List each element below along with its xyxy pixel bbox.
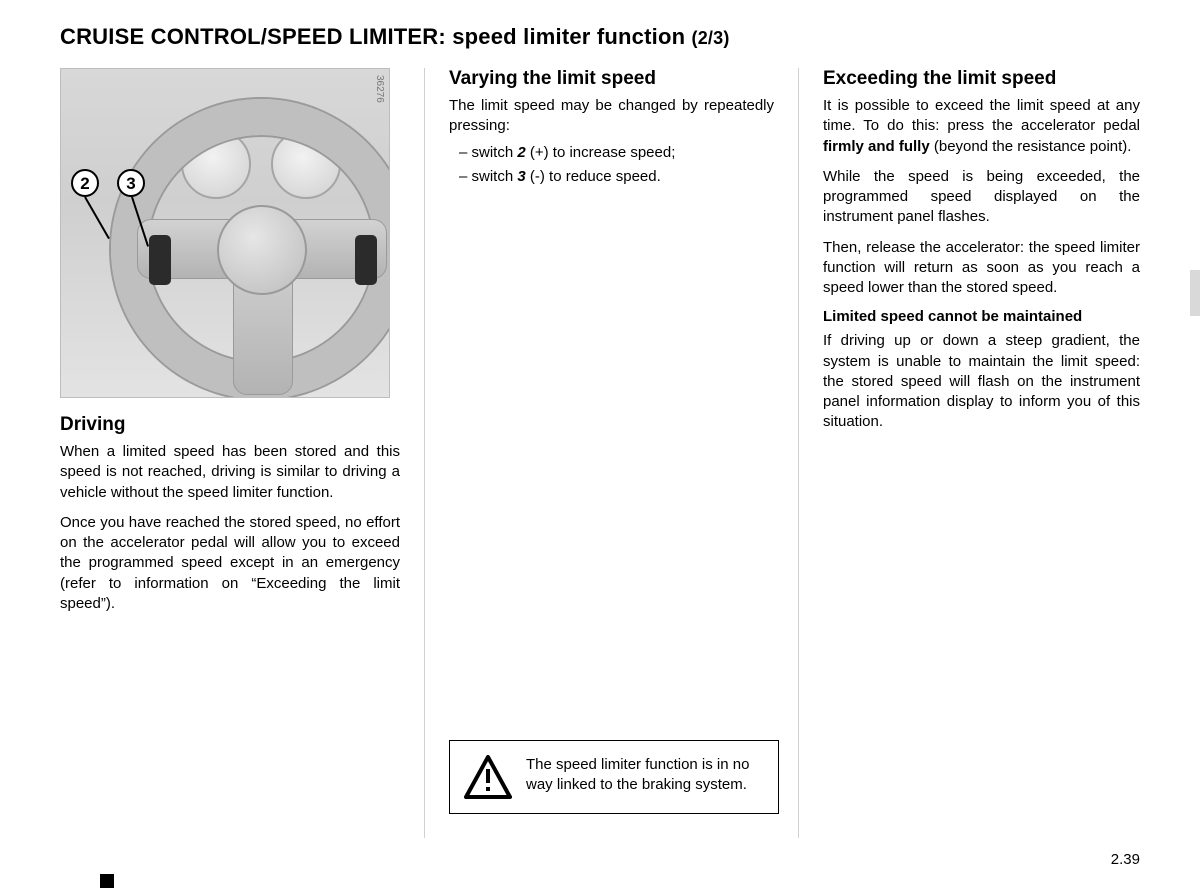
p1c: (beyond the resistance point). — [930, 138, 1132, 155]
list-item-increase: switch 2 (+) to increase speed; — [459, 143, 774, 163]
leader-line-2 — [84, 197, 110, 240]
driving-para-2: Once you have reached the stored speed, … — [60, 513, 400, 614]
heading-exceeding: Exceeding the limit speed — [823, 68, 1140, 90]
list-item-reduce: switch 3 (-) to reduce speed. — [459, 167, 774, 187]
heading-varying: Varying the limit speed — [449, 68, 774, 90]
li1-num: 2 — [517, 144, 525, 161]
heading-driving: Driving — [60, 414, 400, 436]
title-main: CRUISE CONTROL/SPEED LIMITER: speed limi… — [60, 24, 692, 49]
page-title: CRUISE CONTROL/SPEED LIMITER: speed limi… — [60, 24, 1140, 50]
subhead-limited: Limited speed cannot be maintained — [823, 308, 1140, 325]
footer-mark — [100, 874, 114, 888]
driving-para-1: When a limited speed has been stored and… — [60, 442, 400, 503]
column-3: Exceeding the limit speed It is possible… — [798, 68, 1140, 838]
varying-list: switch 2 (+) to increase speed; switch 3… — [449, 143, 774, 188]
li2-pre: switch — [472, 168, 518, 185]
callout-3: 3 — [117, 169, 145, 197]
image-code: 36276 — [374, 75, 385, 103]
p1a: It is possible to exceed the limit speed… — [823, 97, 1140, 134]
edge-tab — [1190, 270, 1200, 316]
steering-wheel-figure: 36276 2 3 — [60, 68, 390, 398]
li1-post: (+) to increase speed; — [526, 144, 676, 161]
warning-icon — [464, 755, 512, 799]
exceed-para-3: Then, release the accelerator: the speed… — [823, 238, 1140, 299]
li1-pre: switch — [472, 144, 518, 161]
column-2: Varying the limit speed The limit speed … — [424, 68, 774, 838]
callout-2: 2 — [71, 169, 99, 197]
warning-text: The speed limiter function is in no way … — [526, 755, 764, 796]
exceed-para-2: While the speed is being exceeded, the p… — [823, 167, 1140, 228]
li2-post: (-) to reduce speed. — [526, 168, 661, 185]
wheel-button-left — [149, 235, 171, 285]
p1b: firmly and fully — [823, 138, 930, 155]
title-part: (2/3) — [692, 28, 730, 48]
varying-intro: The limit speed may be changed by repeat… — [449, 96, 774, 137]
content-columns: 36276 2 3 Driving When a limited speed h… — [60, 68, 1140, 838]
li2-num: 3 — [517, 168, 525, 185]
limited-para: If driving up or down a steep gradient, … — [823, 331, 1140, 432]
column-1: 36276 2 3 Driving When a limited speed h… — [60, 68, 400, 838]
page-number: 2.39 — [1111, 851, 1140, 868]
wheel-hub — [217, 205, 307, 295]
exceed-para-1: It is possible to exceed the limit speed… — [823, 96, 1140, 157]
warning-box: The speed limiter function is in no way … — [449, 740, 779, 814]
wheel-button-right — [355, 235, 377, 285]
